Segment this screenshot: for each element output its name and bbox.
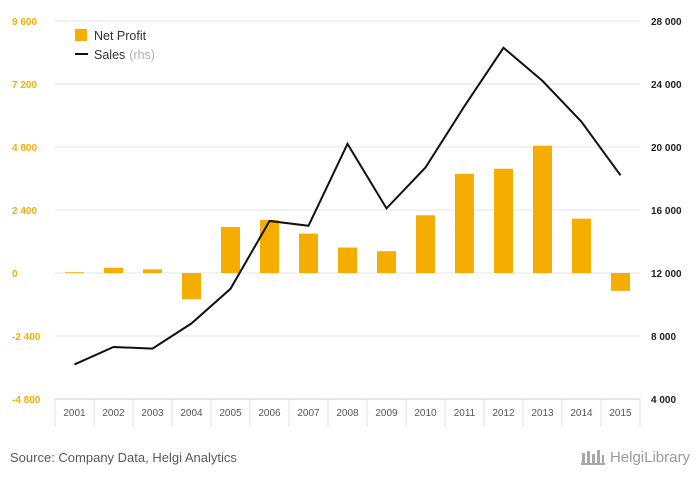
legend-label-net-profit: Net Profit <box>94 29 147 43</box>
bar-net-profit <box>65 272 84 274</box>
y-left-tick-label: -4 800 <box>12 395 41 406</box>
x-tick-label: 2003 <box>141 408 164 419</box>
bar-net-profit <box>299 233 318 273</box>
bar-net-profit <box>182 273 201 300</box>
bar-net-profit <box>104 267 123 273</box>
y-left-tick-label: 2 400 <box>12 206 37 217</box>
y-left-tick-label: 9 600 <box>12 17 37 28</box>
legend-label-sales: Sales (rhs) <box>94 48 155 62</box>
bar-net-profit <box>416 215 435 273</box>
bar-net-profit <box>611 273 630 291</box>
brand-logo: HelgiLibrary <box>580 448 690 466</box>
x-tick-label: 2009 <box>375 408 398 419</box>
source-note: Source: Company Data, Helgi Analytics <box>10 450 237 465</box>
legend-sales-name: Sales <box>94 48 125 62</box>
y-right-tick-label: 24 000 <box>651 80 682 91</box>
line-sales <box>74 46 622 366</box>
bar-net-profit <box>221 227 240 273</box>
y-right-tick-label: 8 000 <box>651 332 676 343</box>
bar-net-profit <box>455 173 474 273</box>
legend-sales-rhs-note: (rhs) <box>129 48 155 62</box>
x-tick-label: 2015 <box>609 408 632 419</box>
bar-net-profit <box>143 269 162 273</box>
bar-net-profit <box>260 219 279 273</box>
x-tick-label: 2005 <box>219 408 242 419</box>
x-tick-label: 2004 <box>180 408 203 419</box>
library-icon <box>580 450 605 465</box>
y-left-tick-label: 7 200 <box>12 80 37 91</box>
x-tick-label: 2012 <box>492 408 515 419</box>
x-tick-label: 2014 <box>570 408 593 419</box>
net-profit-sales-chart: -4 800 -2 400 0 2 400 4 800 7 200 9 600 4 000 8 … <box>12 17 682 427</box>
y-left-tick-label: 4 800 <box>12 143 37 154</box>
x-tick-label: 2011 <box>454 408 476 419</box>
x-tick-label: 2007 <box>297 408 320 419</box>
x-tick-label: 2001 <box>63 408 86 419</box>
bar-net-profit <box>338 247 357 273</box>
brand-name: HelgiLibrary <box>609 448 690 466</box>
y-right-tick-label: 28 000 <box>651 17 682 28</box>
x-tick-label: 2008 <box>336 408 359 419</box>
x-tick-label: 2010 <box>414 408 437 419</box>
legend-swatch-net-profit <box>75 29 87 41</box>
y-right-tick-label: 20 000 <box>651 143 682 154</box>
x-tick-label: 2006 <box>258 408 281 419</box>
y-left-tick-label: 0 <box>12 269 18 280</box>
legend: Net Profit Sales (rhs) <box>75 29 155 62</box>
x-tick-label: 2002 <box>102 408 125 419</box>
y-left-tick-label: -2 400 <box>12 332 41 343</box>
x-tick-label: 2013 <box>531 408 554 419</box>
bar-net-profit <box>494 168 513 273</box>
bar-net-profit <box>533 145 552 273</box>
y-right-tick-label: 16 000 <box>651 206 682 217</box>
y-right-tick-label: 12 000 <box>651 269 682 280</box>
y-right-tick-label: 4 000 <box>651 395 676 406</box>
bar-net-profit <box>377 251 396 273</box>
bar-net-profit <box>572 218 591 273</box>
